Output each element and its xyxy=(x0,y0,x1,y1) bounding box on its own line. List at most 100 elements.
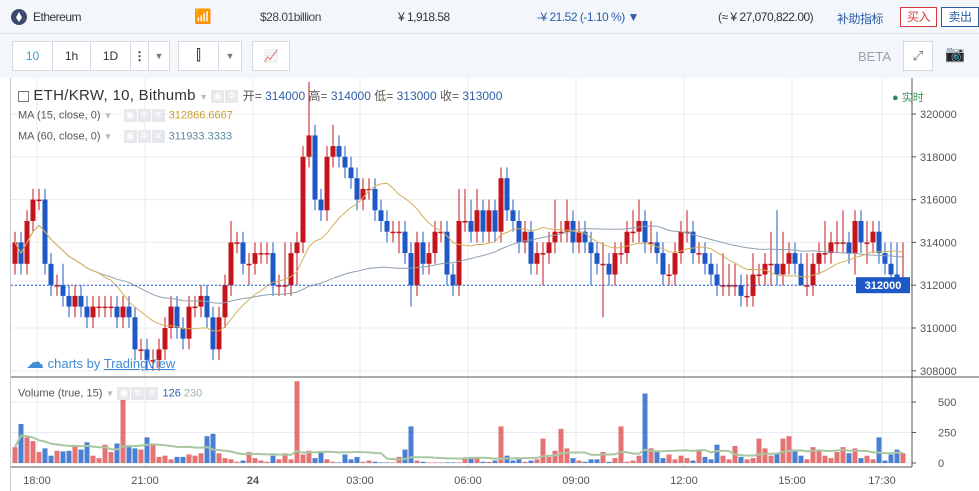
volume-bar xyxy=(342,454,348,463)
indicators-link[interactable]: 补助指标 xyxy=(837,12,884,26)
chart-bars-icon[interactable]: 📶 xyxy=(194,8,211,24)
ma15-legend: MA (15, close, 0) ▼ ◉ ✲ ✕ 312866.6667 xyxy=(18,109,233,122)
candle-body xyxy=(186,306,192,339)
sell-button[interactable]: 卖出 xyxy=(941,7,979,27)
candle-body xyxy=(276,285,282,287)
candle-body xyxy=(624,231,630,254)
volume-bar xyxy=(774,453,780,463)
gear-icon[interactable]: ✲ xyxy=(137,109,151,122)
chevron-down-icon[interactable]: ▼ xyxy=(154,51,164,61)
volume-bar xyxy=(630,460,636,463)
volume-bar xyxy=(252,458,258,463)
candle-body xyxy=(636,221,642,232)
close-icon[interactable]: ✕ xyxy=(151,130,165,143)
close-icon[interactable]: ✕ xyxy=(151,109,165,122)
eye-icon[interactable]: ◉ xyxy=(117,387,131,400)
volume-bar xyxy=(132,448,138,463)
candle-body xyxy=(648,242,654,244)
realtime-indicator: ● 实时 xyxy=(892,92,924,104)
candle-body xyxy=(786,253,792,264)
candle-body xyxy=(714,274,720,286)
volume-bar xyxy=(240,460,246,463)
candle-body xyxy=(102,306,108,309)
interval-10[interactable]: 10 xyxy=(13,42,53,70)
interval-1d[interactable]: 1D xyxy=(91,42,131,70)
close-icon[interactable]: ✕ xyxy=(145,387,159,400)
indicators-icon[interactable]: 📈 xyxy=(263,49,279,63)
volume-bar xyxy=(300,454,306,463)
candle-body xyxy=(360,188,366,200)
eye-icon[interactable]: ◉ xyxy=(123,109,137,122)
candle-body xyxy=(294,242,300,254)
volume-legend: Volume (true, 15) ▼ ◉ ✲ ✕ 126 230 xyxy=(18,387,203,400)
watermark-prefix: charts by xyxy=(47,356,101,371)
volume-bar xyxy=(30,441,36,463)
volume-bar xyxy=(900,453,906,463)
volume-bar xyxy=(426,462,432,463)
volume-bar xyxy=(606,461,612,463)
volume-bar xyxy=(492,460,498,463)
market-cap: $28.01billion xyxy=(260,10,321,24)
interval-1h[interactable]: 1h xyxy=(53,42,91,70)
eye-icon[interactable]: ◉ xyxy=(123,130,137,143)
volume-bar xyxy=(336,462,342,463)
candle-body xyxy=(300,156,306,243)
volume-bar xyxy=(432,462,438,463)
candle-body xyxy=(876,231,882,254)
volume-bar xyxy=(324,459,330,463)
candle-body xyxy=(150,360,156,362)
volume-bar xyxy=(594,459,600,463)
candle-body xyxy=(834,242,840,244)
candle-body xyxy=(690,231,696,254)
candle-body xyxy=(594,253,600,264)
candle-body xyxy=(144,349,150,361)
collapse-icon[interactable] xyxy=(18,91,29,103)
volume-bar xyxy=(876,437,882,463)
volume-bar xyxy=(522,461,528,463)
tradingview-watermark[interactable]: ☁ charts by TradingView xyxy=(26,352,175,373)
candle-body xyxy=(60,285,66,296)
volume-bar xyxy=(42,448,48,463)
candle-body xyxy=(156,349,162,361)
chart-toolbar: 10 1h 1D ⋮ ▼ ⫿ ▼ 📈 BETA ⤢ 📷 xyxy=(0,34,979,78)
x-tick-label: 03:00 xyxy=(346,475,374,487)
volume-bar xyxy=(540,438,546,463)
candle-body xyxy=(702,253,708,264)
candle-body xyxy=(342,156,348,168)
volume-bar xyxy=(384,462,390,463)
eye-icon[interactable]: ◉ xyxy=(211,90,225,104)
candle-body xyxy=(330,146,336,157)
y-tick-label: 308000 xyxy=(920,366,957,378)
gear-icon[interactable]: ✲ xyxy=(225,90,239,104)
candle-body xyxy=(444,231,450,275)
candle-body xyxy=(504,178,510,211)
volume-bar xyxy=(486,461,492,463)
buy-button[interactable]: 买入 xyxy=(900,7,937,27)
candle-body xyxy=(72,295,78,307)
gear-icon[interactable]: ✲ xyxy=(137,130,151,143)
chevron-down-icon[interactable]: ▼ xyxy=(225,51,235,61)
volume-bar xyxy=(198,453,204,463)
candle-body xyxy=(720,285,726,287)
ma15-line xyxy=(14,182,904,332)
ma60-label: MA (60, close, 0) xyxy=(18,130,101,143)
close-label: 收= xyxy=(440,89,460,103)
candlestick-icon[interactable]: ⫿ xyxy=(179,42,219,70)
candle-body xyxy=(324,156,330,211)
watermark-brand: TradingView xyxy=(103,356,176,371)
volume-bar xyxy=(762,448,768,463)
y-tick-label: 310000 xyxy=(920,323,957,335)
candle-body xyxy=(414,242,420,286)
candle-body xyxy=(792,253,798,264)
camera-icon[interactable]: 📷 xyxy=(945,46,965,63)
volume-bar xyxy=(54,450,60,463)
volume-bar xyxy=(264,461,270,463)
volume-bar xyxy=(108,452,114,463)
volume-bar xyxy=(360,461,366,463)
more-icon[interactable]: ⋮ xyxy=(131,42,149,70)
volume-bar xyxy=(828,458,834,463)
gear-icon[interactable]: ✲ xyxy=(131,387,145,400)
ma15-value: 312866.6667 xyxy=(168,109,233,122)
fullscreen-icon[interactable]: ⤢ xyxy=(903,41,933,71)
